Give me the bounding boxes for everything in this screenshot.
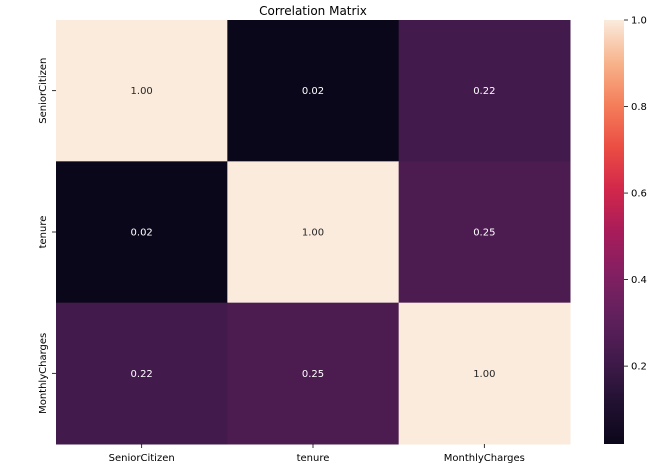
cell-annotation: 1.00 [473,369,495,380]
heatmap-cell [56,161,228,304]
cell-annotation: 1.00 [302,228,324,239]
y-axis: SeniorCitizen tenure MonthlyCharges [38,58,56,414]
x-tick-label: SeniorCitizen [109,453,175,464]
cell-annotation: 0.02 [302,86,324,97]
cell-annotation: 1.00 [131,86,153,97]
x-axis: SeniorCitizen tenure MonthlyCharges [109,444,525,464]
heatmap-cell [56,20,228,162]
heatmap-cell [227,302,400,445]
heatmap-cell [398,302,571,445]
cell-annotation: 0.02 [131,228,153,239]
heatmap-cell [398,20,571,162]
heatmap-annotations: 1.00 0.02 0.22 0.02 1.00 0.25 0.22 0.25 1.00 [131,86,496,380]
heatmap-cell [227,161,400,304]
colorbar-tick-label: 0.8 [631,102,647,113]
y-tick-label: tenure [38,216,49,249]
heatmap-cell [56,302,228,445]
cell-annotation: 0.25 [473,228,495,239]
x-tick-label: tenure [297,453,330,464]
colorbar-tick-label: 0.4 [631,275,647,286]
cell-annotation: 0.22 [473,86,495,97]
cell-annotation: 0.25 [302,369,324,380]
y-tick-label: MonthlyCharges [38,333,49,414]
heatmap-cell [227,20,400,162]
colorbar-tick-label: 0.6 [631,189,647,200]
colorbar-tick-label: 0.2 [631,362,647,373]
x-tick-label: MonthlyCharges [444,453,525,464]
heatmap-cells [56,20,571,445]
colorbar-tick-label: 1.0 [631,16,647,27]
chart-title: Correlation Matrix [259,4,367,18]
colorbar-gradient [604,20,624,444]
colorbar: 0.2 0.4 0.6 0.8 1.0 [604,16,647,444]
y-tick-label: SeniorCitizen [38,58,49,124]
cell-annotation: 0.22 [131,369,153,380]
heatmap-cell [398,161,571,304]
